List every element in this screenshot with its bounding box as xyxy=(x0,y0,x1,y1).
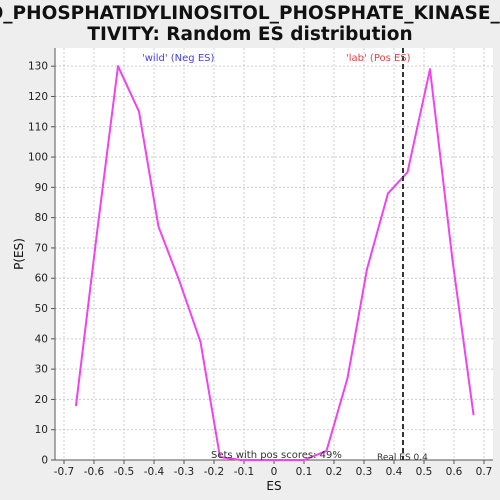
data-point xyxy=(219,456,221,458)
data-point xyxy=(117,65,119,68)
chart-title-line-1: GO_PHOSPHATIDYLINOSITOL_PHOSPHATE_KINASE… xyxy=(0,3,500,24)
axes: -0.7 -0.6 -0.5 -0.4 -0.3 -0.2 -0.1 0 0.1 0.2 0.3 0.… xyxy=(28,48,493,478)
x-axis-label: ES xyxy=(266,479,281,493)
y-tick-label: 50 xyxy=(35,303,48,315)
data-point xyxy=(346,377,349,380)
series-layer xyxy=(75,65,475,461)
data-point xyxy=(451,259,454,261)
data-point xyxy=(303,459,305,461)
x-tick-label: 0.3 xyxy=(356,466,373,478)
x-tick-label: 0.5 xyxy=(416,466,433,478)
data-point xyxy=(325,450,328,452)
data-point xyxy=(157,225,160,228)
x-tick-label: -0.5 xyxy=(114,466,135,478)
x-tick-label: -0.3 xyxy=(174,466,195,478)
data-point xyxy=(366,268,368,271)
data-point xyxy=(472,413,475,416)
y-tick-label: 30 xyxy=(35,364,48,376)
x-tick-label: -0.7 xyxy=(54,466,75,478)
x-tick-label: 0 xyxy=(271,466,278,478)
data-point xyxy=(387,192,389,195)
data-point xyxy=(199,340,202,343)
pos-es-label: 'lab' (Pos ES) xyxy=(346,53,411,64)
data-point xyxy=(429,68,431,71)
y-tick-label: 100 xyxy=(28,152,48,164)
data-point xyxy=(261,459,263,461)
y-axis-label: P(ES) xyxy=(12,238,26,270)
x-tick-label: 0.4 xyxy=(386,466,403,478)
series-line xyxy=(75,65,475,461)
data-point xyxy=(406,171,409,174)
neg-es-label: 'wild' (Neg ES) xyxy=(142,53,214,64)
data-point xyxy=(240,459,242,461)
data-point xyxy=(75,404,77,407)
y-tick-label: 60 xyxy=(35,273,48,285)
y-tick-label: 90 xyxy=(35,182,48,194)
y-tick-label: 40 xyxy=(35,333,48,345)
x-tick-label: -0.4 xyxy=(144,466,165,478)
chart-title-line-2: TIVITY: Random ES distribution xyxy=(87,24,412,45)
y-tick-label: 70 xyxy=(35,242,48,254)
y-tick-label: 10 xyxy=(35,424,48,436)
y-tick-label: 20 xyxy=(35,394,48,406)
x-tick-label: 0.6 xyxy=(446,466,463,478)
x-tick-label: -0.1 xyxy=(234,466,255,478)
data-point xyxy=(282,459,284,461)
real-es-label: Real ES 0.4 xyxy=(377,453,428,463)
y-tick-label: 0 xyxy=(41,455,48,467)
y-tick-label: 120 xyxy=(28,91,48,103)
x-tick-label: 0.2 xyxy=(326,466,343,478)
x-tick-label: 0.7 xyxy=(476,466,493,478)
data-point xyxy=(138,110,140,113)
x-tick-label: 0.1 xyxy=(296,466,313,478)
data-point xyxy=(96,231,98,234)
y-tick-label: 130 xyxy=(28,61,48,73)
pos-scores-label: Sets with pos scores: 49% xyxy=(211,450,342,461)
data-point xyxy=(178,280,181,283)
y-tick-label: 80 xyxy=(35,212,48,224)
x-tick-label: -0.2 xyxy=(204,466,225,478)
x-tick-label: -0.6 xyxy=(84,466,105,478)
y-tick-label: 110 xyxy=(28,121,48,133)
